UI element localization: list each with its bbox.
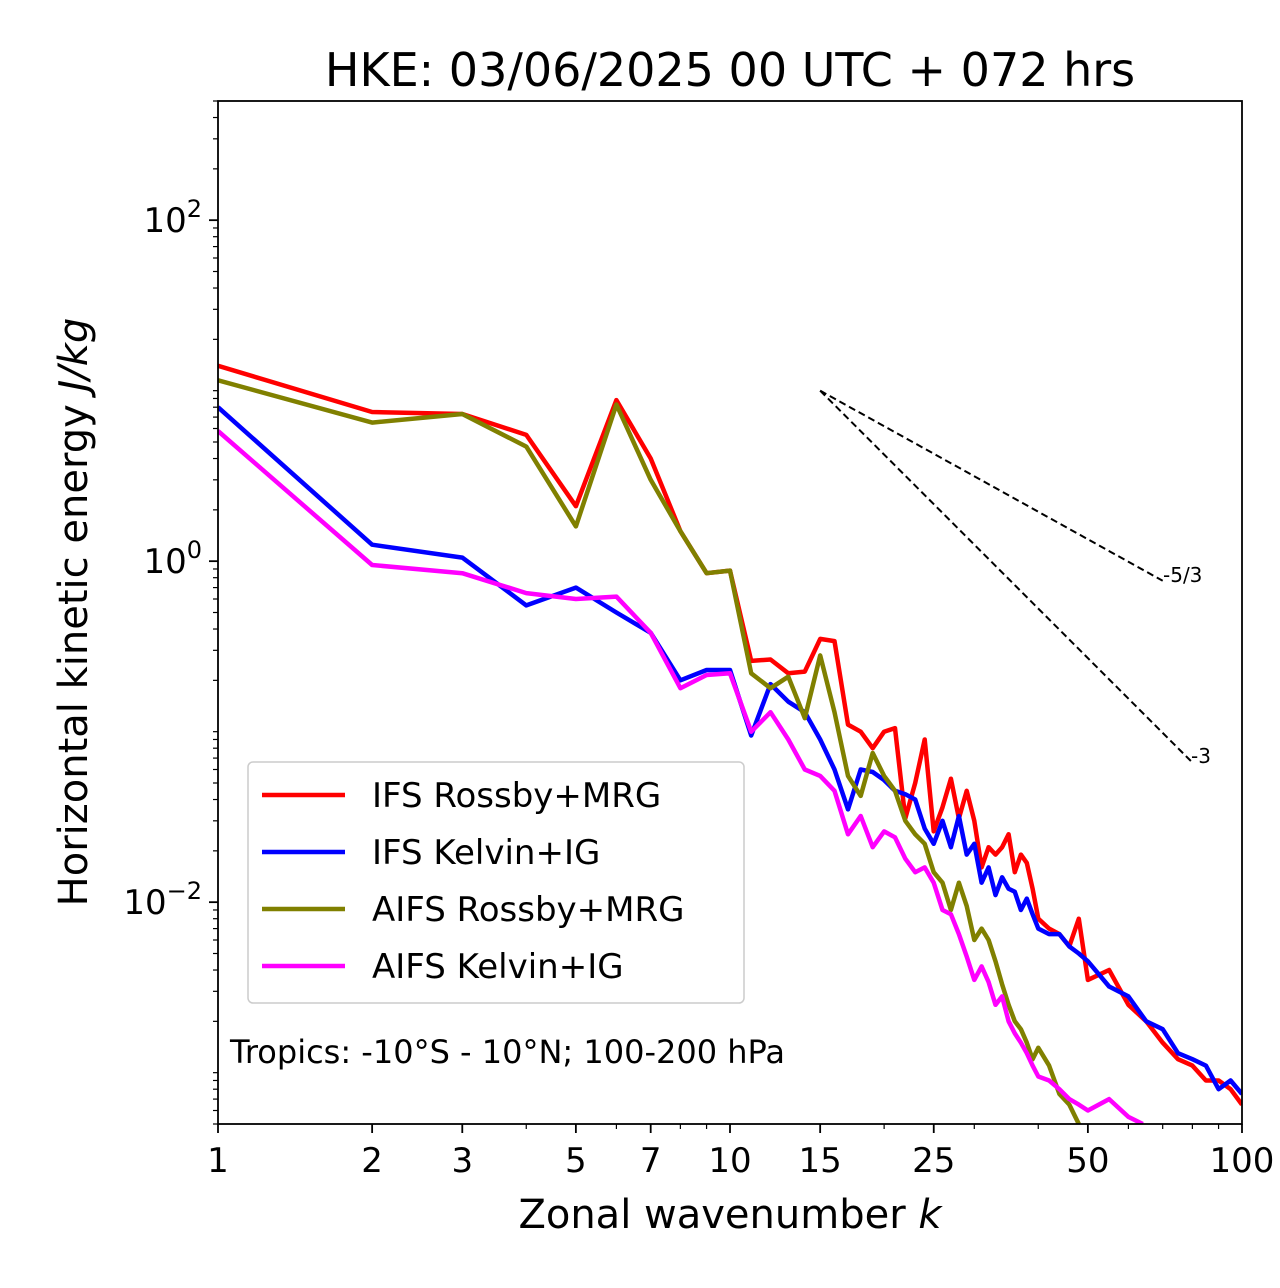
plot-frame — [217, 100, 1243, 1125]
ref-label-five-thirds: -5/3 — [1163, 563, 1202, 587]
series-line-3 — [218, 429, 1144, 1124]
region-annotation: Tropics: -10°S - 10°N; 100-200 hPa — [229, 1033, 785, 1071]
legend-label-ifs-kelvin: IFS Kelvin+IG — [372, 833, 600, 873]
x-tick-label: 15 — [799, 1141, 842, 1181]
x-axis-label-sep — [906, 1192, 919, 1238]
legend: IFS Rossby+MRG IFS Kelvin+IG AIFS Rossby… — [247, 761, 745, 1004]
x-tick-label: 10 — [708, 1141, 751, 1181]
series-line-1 — [218, 405, 1242, 1096]
x-axis-label-var: k — [918, 1192, 943, 1238]
x-tick-label: 7 — [640, 1141, 662, 1181]
x-tick-label: 1 — [207, 1141, 229, 1181]
axis-ticks: 1 2 3 5 7 10 15 25 50 100 102 100 10−2 — [123, 100, 1275, 1181]
y-axis-label: Horizontal kinetic energy J/kg — [51, 318, 97, 907]
x-tick-label: 3 — [451, 1141, 473, 1181]
series-line-2 — [218, 378, 1082, 1124]
x-tick-label: 5 — [565, 1141, 587, 1181]
x-tick-label: 50 — [1066, 1141, 1109, 1181]
y-axis-label-unit: J/kg — [51, 318, 97, 399]
y-axis-label-sep — [51, 392, 97, 405]
y-tick-label: 102 — [143, 195, 202, 241]
y-tick-label: 100 — [143, 536, 202, 582]
legend-frame — [247, 761, 745, 1004]
x-tick-label: 2 — [361, 1141, 383, 1181]
chart-title: HKE: 03/06/2025 00 UTC + 072 hrs — [325, 43, 1135, 97]
y-axis-label-text: Horizontal kinetic energy — [51, 404, 97, 906]
x-axis-label-text: Zonal wavenumber — [518, 1192, 906, 1238]
legend-label-aifs-rossby: AIFS Rossby+MRG — [372, 890, 684, 930]
x-axis-label: Zonal wavenumber k — [518, 1192, 943, 1238]
y-tick-label: 10−2 — [123, 877, 202, 923]
ref-label-three: -3 — [1191, 744, 1211, 768]
series-layer — [218, 363, 1242, 1124]
legend-label-aifs-kelvin: AIFS Kelvin+IG — [372, 947, 624, 987]
legend-label-ifs-rossby: IFS Rossby+MRG — [372, 776, 661, 816]
x-tick-label: 100 — [1210, 1141, 1275, 1181]
x-tick-label: 25 — [912, 1141, 955, 1181]
